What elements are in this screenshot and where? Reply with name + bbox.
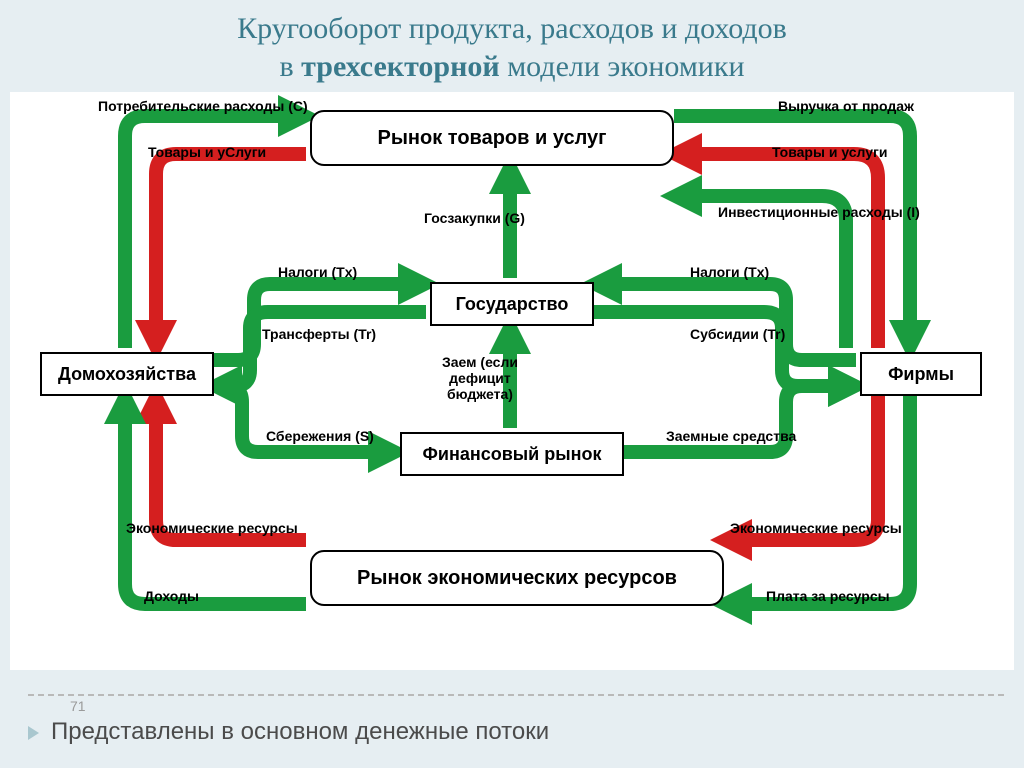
bullet-icon: [28, 726, 39, 740]
title-line2a: в: [280, 50, 302, 83]
label-income: Доходы: [144, 588, 199, 604]
label-sales-revenue: Выручка от продаж: [778, 98, 914, 114]
node-financial-market: Финансовый рынок: [400, 432, 624, 476]
title-line2b: трехсекторной: [301, 50, 500, 83]
label-savings: Сбережения (S): [266, 428, 374, 444]
node-goods-market: Рынок товаров и услуг: [310, 110, 674, 166]
node-resource-market: Рынок экономических ресурсов: [310, 550, 724, 606]
label-loan: Заем (еслидефицитбюджета): [442, 354, 518, 402]
label-consumer-spending: Потребительские расходы (С): [98, 98, 308, 114]
node-firms: Фирмы: [860, 352, 982, 396]
circular-flow-diagram: Рынок товаров и услуг Государство Домохо…: [10, 92, 1014, 670]
label-goods-right: Товары и услуги: [772, 144, 887, 160]
label-investment: Инвестиционные расходы (I): [718, 204, 920, 220]
node-government: Государство: [430, 282, 594, 326]
label-taxes-left: Налоги (Tx): [278, 264, 357, 280]
label-subsidies: Субсидии (Tr): [690, 326, 785, 342]
label-econ-res-right: Экономические ресурсы: [730, 520, 902, 536]
divider-dashed: [28, 694, 1004, 696]
title-line1: Кругооборот продукта, расходов и доходов: [237, 12, 787, 45]
page-number: 71: [70, 698, 86, 714]
node-households: Домохозяйства: [40, 352, 214, 396]
slide-title: Кругооборот продукта, расходов и доходов…: [0, 10, 1024, 85]
bullet-text: Представлены в основном денежные потоки: [51, 718, 549, 745]
label-gov-purchases: Госзакупки (G): [424, 210, 525, 226]
title-line2c: модели экономики: [500, 50, 745, 83]
label-borrowed-funds: Заемные средства: [666, 428, 796, 444]
label-goods-left: Товары и уСлуги: [148, 144, 266, 160]
label-pay-resources: Плата за ресурсы: [766, 588, 890, 604]
label-transfers: Трансферты (Tr): [262, 326, 376, 342]
bullet-caption: Представлены в основном денежные потоки: [28, 718, 549, 746]
label-econ-res-left: Экономические ресурсы: [126, 520, 298, 536]
label-taxes-right: Налоги (Tx): [690, 264, 769, 280]
